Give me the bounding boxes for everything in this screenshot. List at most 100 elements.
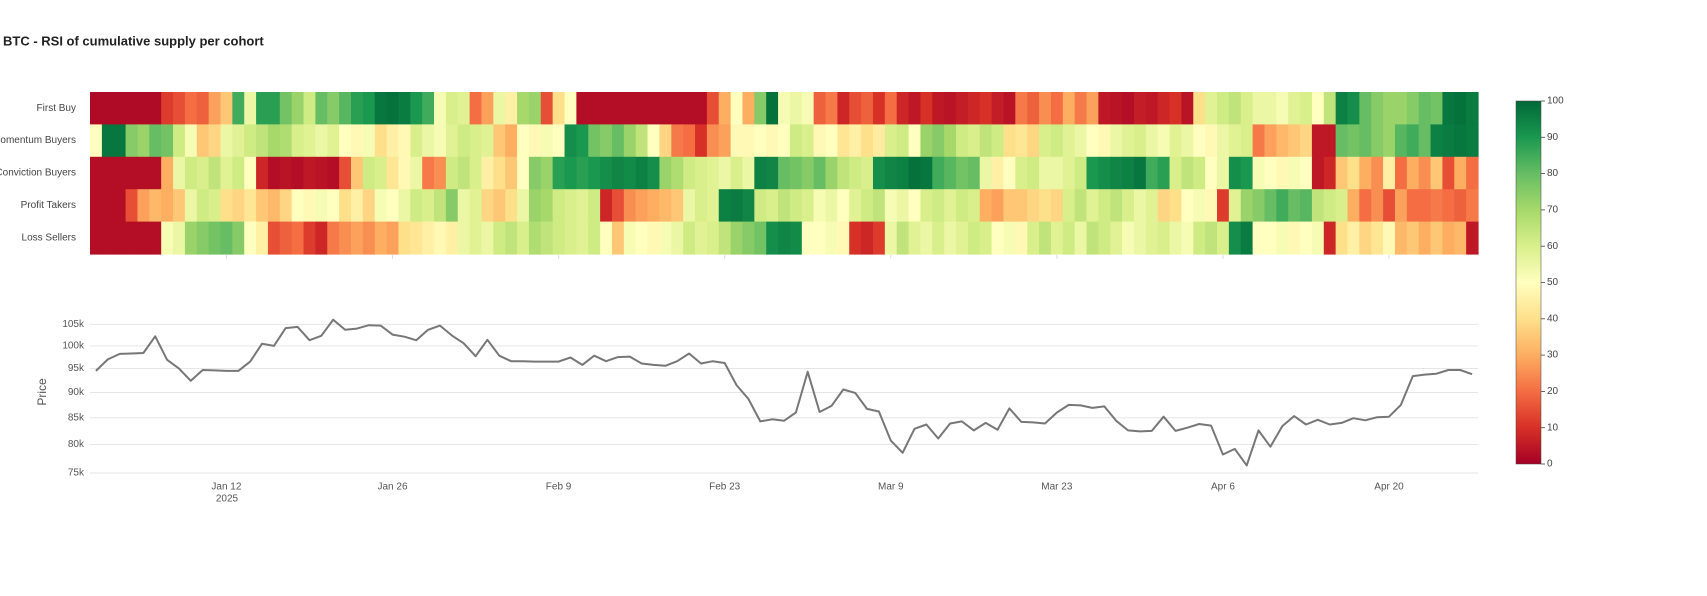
heatmap-cell [469, 189, 483, 223]
heatmap-cell [1418, 189, 1432, 223]
heatmap-cell [837, 92, 850, 125]
heatmap-cell [362, 124, 376, 158]
heatmap-cell [576, 92, 589, 125]
heatmap-cell [1288, 156, 1301, 190]
heatmap-cell [279, 92, 293, 125]
heatmap-cell [1264, 92, 1277, 125]
heatmap-cell [1371, 92, 1384, 125]
heatmap-cell [422, 124, 435, 158]
heatmap-cell [1406, 124, 1420, 158]
heatmap-cell [505, 221, 518, 255]
heatmap-cell [1217, 156, 1230, 190]
heatmap-cell [540, 124, 554, 158]
heatmap-cell [493, 156, 506, 190]
heatmap-cell [1430, 221, 1444, 255]
heatmap-cell [778, 221, 791, 255]
heatmap-cell [944, 124, 957, 158]
heatmap-cell [279, 189, 293, 223]
heatmap-cell [505, 124, 518, 158]
heatmap-cell [137, 156, 150, 190]
heatmap-cell [398, 92, 411, 125]
heatmap-cell [742, 92, 755, 125]
heatmap-cell [327, 221, 340, 255]
heatmap-cell [1311, 189, 1325, 223]
heatmap-cell [279, 221, 293, 255]
heatmap-cell [244, 92, 257, 125]
heatmap-cell [611, 124, 625, 158]
heatmap-cell [505, 189, 518, 223]
heatmap-cell [635, 221, 649, 255]
heatmap-cell [291, 189, 305, 223]
heatmap-cell [339, 92, 352, 125]
heatmap-cell [1062, 221, 1076, 255]
heatmap-cell [1027, 92, 1040, 125]
heatmap-cell [884, 156, 898, 190]
heatmap-cell [457, 221, 471, 255]
x-tick-label: Feb 23 [709, 482, 741, 493]
heatmap-cell [113, 189, 127, 223]
heatmap-cell [422, 156, 435, 190]
heatmap-cell [742, 189, 755, 223]
heatmap-cell [161, 221, 174, 255]
heatmap-cell [1228, 221, 1242, 255]
heatmap-cell [849, 92, 862, 125]
heatmap-cell [635, 156, 649, 190]
heatmap-cell [1383, 189, 1396, 223]
heatmap-cell [908, 221, 922, 255]
heatmap-cell [1276, 221, 1289, 255]
heatmap-cell [659, 189, 672, 223]
heatmap-cell [315, 124, 328, 158]
heatmap-cell [422, 189, 435, 223]
heatmap-cell [872, 156, 886, 190]
heatmap-cell [896, 189, 910, 223]
heatmap-cell [505, 92, 518, 125]
heatmap-cell [1394, 221, 1408, 255]
heatmap-cell [350, 92, 364, 125]
heatmap-cell [979, 156, 993, 190]
heatmap-cell [1003, 156, 1016, 190]
heatmap-cell [220, 156, 233, 190]
heatmap-cell [932, 221, 945, 255]
heatmap-cell [647, 156, 661, 190]
y-axis-title: Price [35, 378, 49, 406]
heatmap-cell [552, 156, 566, 190]
heatmap-cell [944, 92, 957, 125]
heatmap-cell [1015, 124, 1028, 158]
heatmap-cell [754, 189, 767, 223]
heatmap-cell [184, 124, 198, 158]
heatmap-cell [457, 124, 471, 158]
heatmap-cell [1133, 156, 1147, 190]
heatmap-cell [1228, 92, 1242, 125]
heatmap-cell [1311, 92, 1325, 125]
heatmap-cell [374, 124, 388, 158]
heatmap-cell [1074, 189, 1088, 223]
heatmap-cell [872, 124, 886, 158]
heatmap-cell [564, 221, 577, 255]
heatmap-cell [659, 221, 672, 255]
chart-title: BTC - RSI of cumulative supply per cohor… [3, 33, 264, 48]
colorbar [1515, 100, 1542, 465]
heatmap-cell [173, 124, 186, 158]
heatmap-cell [1015, 156, 1028, 190]
heatmap-cell [173, 221, 186, 255]
heatmap-cell [1311, 124, 1325, 158]
heatmap-cell [457, 189, 471, 223]
heatmap-cell [1228, 124, 1242, 158]
heatmap-cell [1430, 156, 1444, 190]
heatmap-cell [125, 124, 139, 158]
heatmap-cell [256, 92, 269, 125]
heatmap-cell [493, 189, 506, 223]
heatmap-cell [564, 189, 577, 223]
heatmap-cell [327, 189, 340, 223]
heatmap-cell [861, 189, 874, 223]
heatmap-cell [1181, 92, 1194, 125]
y-tick-label: 100k [62, 341, 85, 352]
heatmap-cell [244, 189, 257, 223]
heatmap-cell [552, 189, 566, 223]
colorbar-tick-label: 40 [1547, 313, 1559, 324]
heatmap-cell [956, 124, 969, 158]
heatmap-cell [220, 92, 233, 125]
heatmap-cell [1240, 124, 1254, 158]
heatmap-cell [991, 221, 1005, 255]
heatmap-cell [1264, 221, 1277, 255]
